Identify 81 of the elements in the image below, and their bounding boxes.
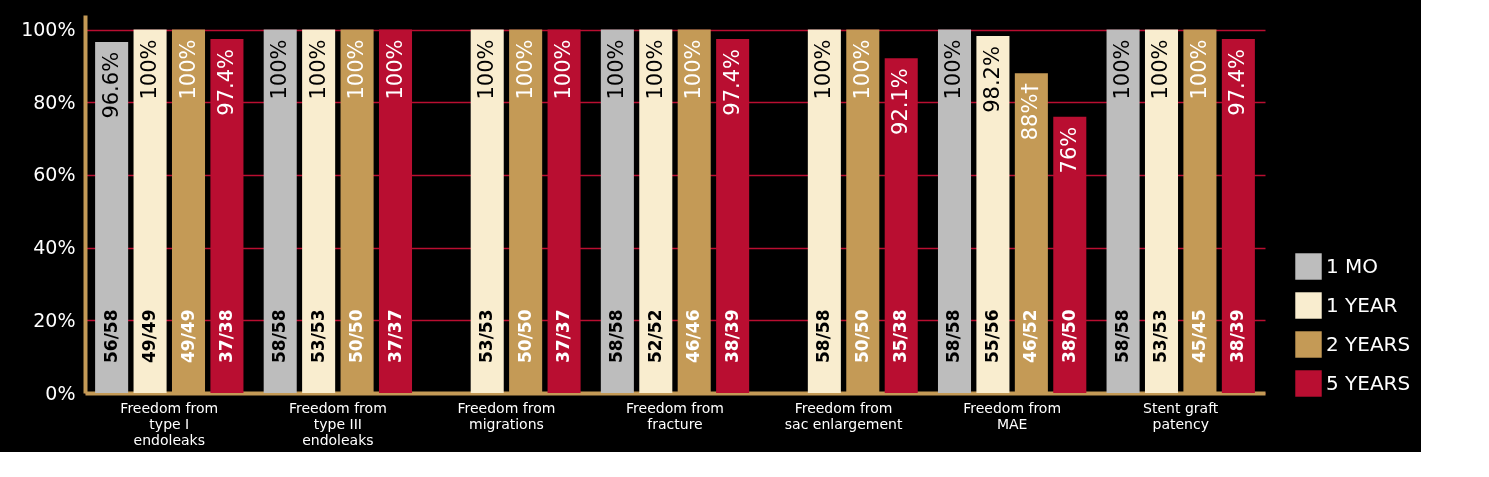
text: 98.2%	[979, 46, 1004, 113]
text: 50/50	[851, 309, 872, 363]
text: 100%	[811, 39, 836, 100]
text: 100%	[551, 39, 576, 100]
text: 96.6%	[98, 51, 123, 119]
bar	[302, 29, 336, 393]
text: 53/53	[1150, 309, 1171, 363]
y-tick-label: 80%	[33, 90, 76, 113]
text: 49/49	[139, 309, 160, 363]
text: 50/50	[346, 309, 367, 363]
text: 56/58	[100, 309, 121, 363]
text: 53/53	[307, 309, 328, 363]
x-tick-label: Freedom from fracture	[626, 399, 724, 432]
text: 76%	[1056, 126, 1081, 174]
text: 100%	[849, 39, 874, 100]
text: 97.4%	[719, 48, 744, 116]
text: 97.4%	[1225, 48, 1250, 116]
text: 49/49	[177, 309, 198, 363]
bar	[1144, 29, 1179, 393]
text: 100%	[137, 39, 162, 100]
bar	[807, 29, 841, 393]
text: 100%	[1186, 39, 1211, 100]
text: 38/39	[721, 309, 742, 363]
bar	[937, 29, 972, 393]
legend-label: 2 YEARS	[1326, 331, 1411, 356]
bar	[95, 41, 129, 393]
x-tick-label: Stent graft patency	[1143, 399, 1219, 432]
text: 88%†	[1018, 83, 1043, 141]
x-tick-label: Freedom from migrations	[457, 399, 556, 432]
text: 55/56	[981, 309, 1002, 363]
text: 58/58	[269, 309, 290, 363]
x-tick-label: Freedom from type I endoleaks	[120, 399, 219, 448]
text: 100%	[344, 39, 369, 100]
y-tick-label: 100%	[21, 18, 76, 41]
text: 100%	[1110, 39, 1135, 100]
text: 37/37	[553, 309, 574, 363]
text: 38/50	[1058, 309, 1079, 363]
bar	[470, 29, 504, 393]
y-tick-label: 20%	[33, 308, 76, 331]
text: 100%	[681, 39, 706, 100]
legend-label: 5 YEARS	[1326, 370, 1411, 395]
text: 100%	[604, 39, 629, 100]
text: 92.1%	[888, 68, 913, 135]
text: 100%	[642, 39, 667, 100]
x-tick-label: Freedom from type III endoleaks	[288, 399, 387, 448]
bar	[976, 36, 1010, 393]
bar	[133, 29, 167, 393]
y-tick-label: 60%	[33, 163, 76, 186]
y-tick-label: 0%	[45, 381, 76, 404]
text: 50/50	[514, 309, 535, 363]
x-tick-label: Freedom from sac enlargement	[784, 399, 903, 432]
text: 97.4%	[213, 48, 238, 116]
text: 58/58	[813, 309, 834, 363]
text: 100%	[382, 39, 407, 100]
bar	[639, 29, 673, 393]
text: 100%	[175, 39, 200, 100]
text: 58/58	[943, 309, 964, 363]
text: 100%	[305, 39, 330, 100]
text: 37/37	[384, 309, 405, 363]
y-tick-label: 40%	[33, 236, 76, 259]
text: 100%	[941, 39, 966, 100]
text: 45/45	[1188, 309, 1209, 363]
text: 58/58	[606, 309, 627, 363]
bar	[263, 29, 297, 393]
text: 37/38	[215, 309, 236, 363]
legend-label: 1 YEAR	[1326, 292, 1398, 317]
text: 100%	[512, 39, 537, 100]
text: 46/52	[1020, 309, 1041, 363]
text: 35/38	[890, 309, 911, 363]
bar	[600, 29, 634, 393]
x-tick-label: Freedom from MAE	[963, 399, 1062, 432]
legend-label: 1 MO	[1326, 253, 1379, 278]
text: 100%	[1148, 39, 1173, 100]
text: 46/46	[683, 309, 704, 363]
text: 58/58	[1112, 309, 1133, 363]
text: 100%	[267, 39, 292, 100]
text: 38/39	[1227, 309, 1248, 363]
text: 53/53	[476, 309, 497, 363]
bar	[1106, 29, 1140, 393]
text: 52/52	[644, 309, 665, 363]
text: 100%	[474, 39, 499, 100]
